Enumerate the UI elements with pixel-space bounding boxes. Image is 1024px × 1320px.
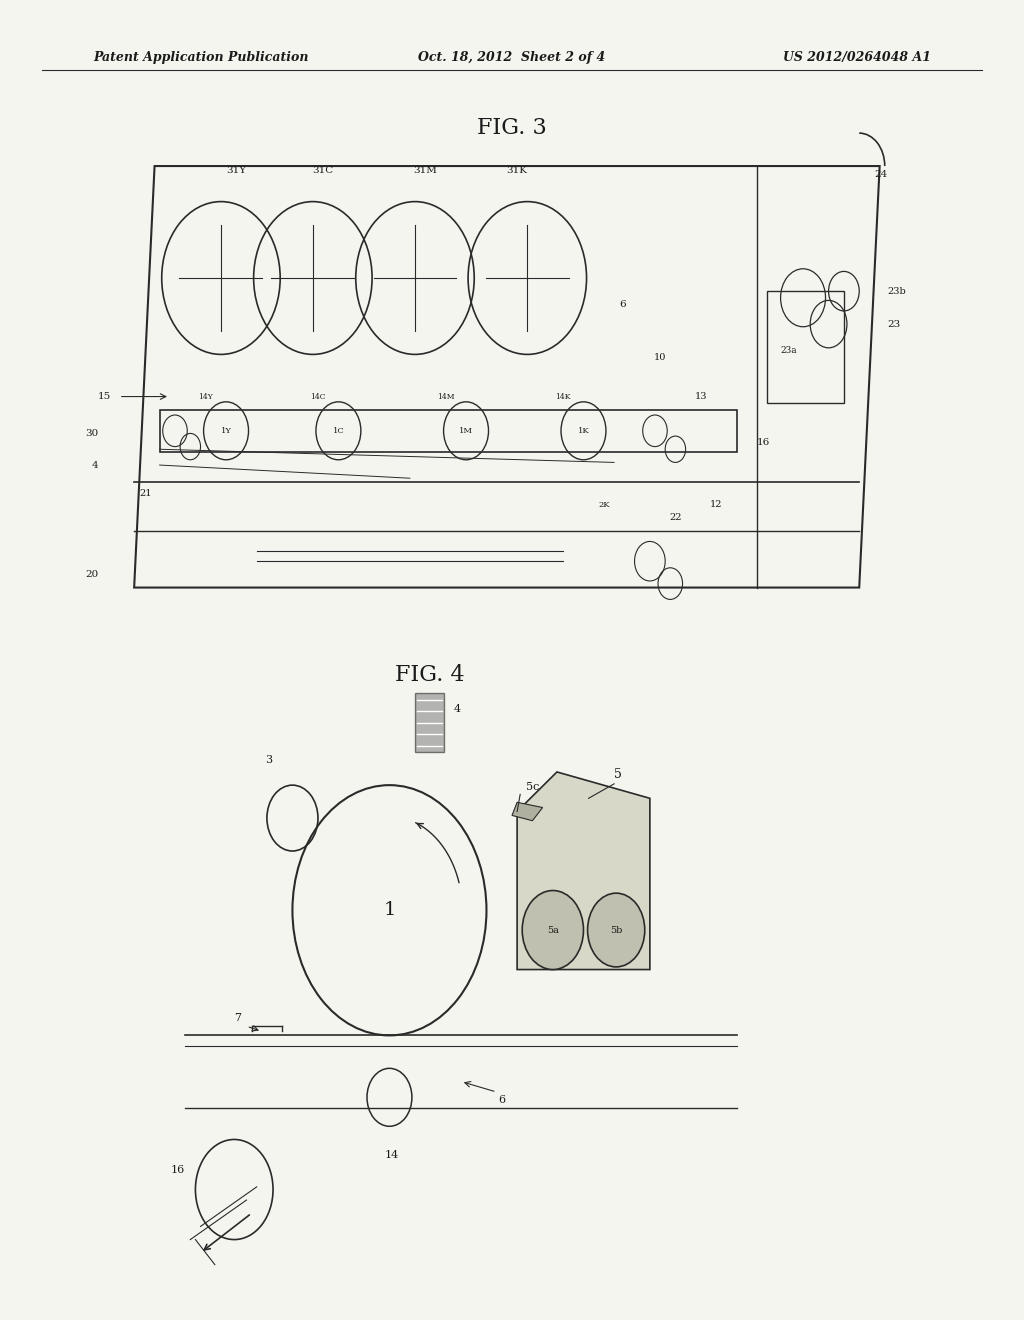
Text: 31C: 31C xyxy=(312,166,334,176)
Polygon shape xyxy=(512,803,543,821)
Text: 31K: 31K xyxy=(507,166,527,176)
Text: 23a: 23a xyxy=(780,346,798,355)
Text: FIG. 3: FIG. 3 xyxy=(477,117,547,140)
Text: 4: 4 xyxy=(92,461,98,470)
Bar xyxy=(767,292,844,403)
Bar xyxy=(415,693,443,752)
Circle shape xyxy=(588,894,645,968)
Text: 31Y: 31Y xyxy=(226,166,247,176)
Text: 5a: 5a xyxy=(547,925,559,935)
Text: 14Y: 14Y xyxy=(199,392,213,400)
Text: 16: 16 xyxy=(757,438,770,447)
Text: 4: 4 xyxy=(454,705,461,714)
Text: 6: 6 xyxy=(618,300,626,309)
Text: 2K: 2K xyxy=(598,500,609,508)
Text: 21: 21 xyxy=(139,488,152,498)
Text: 24: 24 xyxy=(874,170,888,180)
Text: 22: 22 xyxy=(669,513,682,523)
Text: 12: 12 xyxy=(710,500,723,510)
Text: 20: 20 xyxy=(85,570,98,579)
Text: 5b: 5b xyxy=(610,925,623,935)
Text: 23b: 23b xyxy=(888,286,906,296)
Text: 3: 3 xyxy=(265,755,272,766)
Text: 23: 23 xyxy=(888,319,901,329)
Text: 1Y: 1Y xyxy=(220,426,231,434)
Text: 14K: 14K xyxy=(555,392,570,400)
Text: 31M: 31M xyxy=(414,166,437,176)
Text: 1M: 1M xyxy=(459,426,473,434)
Circle shape xyxy=(522,891,584,970)
Text: 15: 15 xyxy=(97,392,111,401)
Text: 6: 6 xyxy=(499,1094,506,1105)
Text: 14M: 14M xyxy=(437,392,455,400)
Text: 5c: 5c xyxy=(525,781,539,792)
Text: US 2012/0264048 A1: US 2012/0264048 A1 xyxy=(782,51,931,65)
Text: Oct. 18, 2012  Sheet 2 of 4: Oct. 18, 2012 Sheet 2 of 4 xyxy=(419,51,605,65)
Text: 10: 10 xyxy=(654,352,667,362)
Text: 1K: 1K xyxy=(578,426,590,434)
Text: Patent Application Publication: Patent Application Publication xyxy=(93,51,309,65)
Text: 16: 16 xyxy=(171,1164,185,1175)
Text: 30: 30 xyxy=(85,429,98,438)
Text: 14C: 14C xyxy=(310,392,326,400)
Text: 13: 13 xyxy=(694,392,708,401)
Text: 1C: 1C xyxy=(333,426,344,434)
Text: 5: 5 xyxy=(614,768,622,781)
Text: 14: 14 xyxy=(384,1150,398,1160)
Text: 7: 7 xyxy=(234,1014,242,1023)
Polygon shape xyxy=(517,772,650,970)
Text: FIG. 4: FIG. 4 xyxy=(395,664,465,686)
Text: 1: 1 xyxy=(383,902,395,919)
